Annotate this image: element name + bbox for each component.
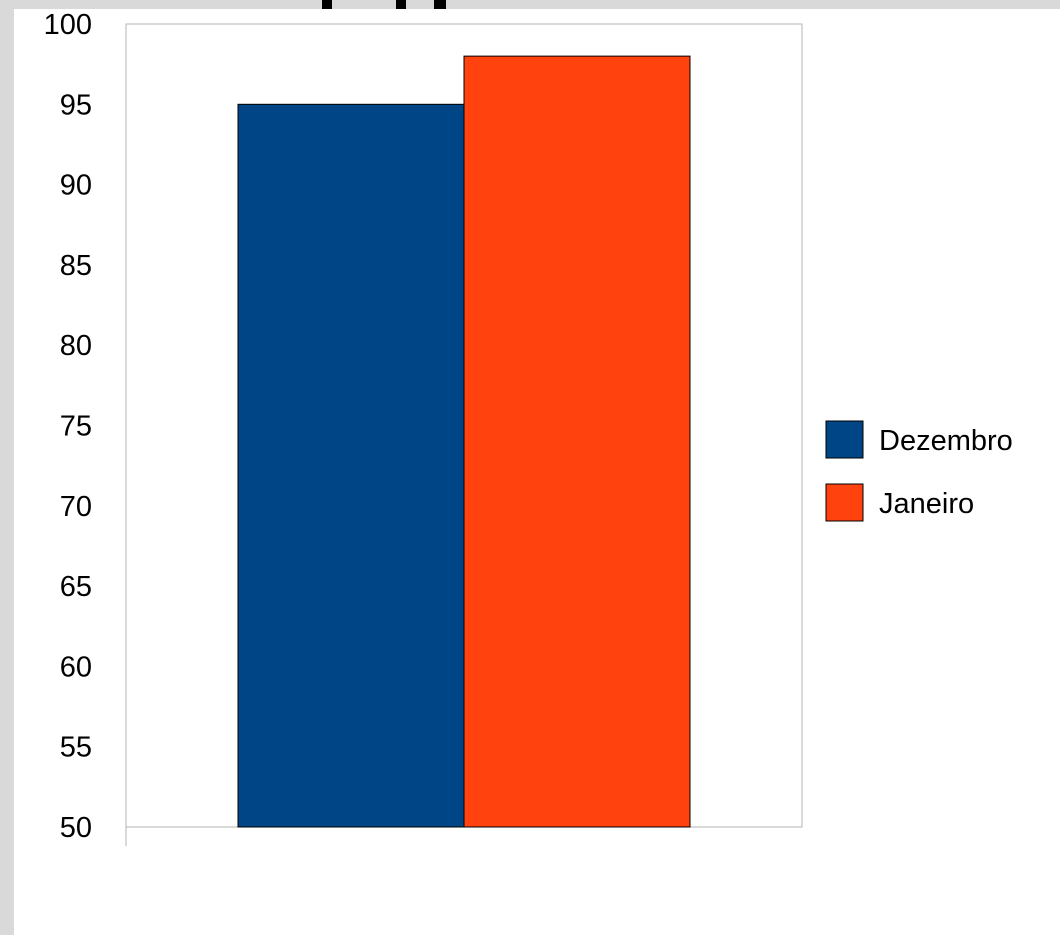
y-tick-label: 65 [60, 571, 92, 603]
y-tick-label: 75 [60, 411, 92, 443]
y-tick-label: 85 [60, 250, 92, 282]
y-tick-label: 95 [60, 89, 92, 121]
title-fragment [322, 0, 332, 9]
y-axis-ticks: 50 55 60 65 70 75 80 85 90 95 100 [44, 9, 92, 844]
bar-janeiro [463, 55, 691, 828]
y-tick-label: 100 [44, 9, 92, 41]
legend-label-janeiro: Janeiro [879, 488, 974, 520]
y-tick-label: 70 [60, 491, 92, 523]
title-fragment [396, 0, 406, 9]
legend-swatch-dezembro [825, 420, 864, 459]
title-fragment [434, 0, 446, 9]
bars [237, 55, 691, 828]
y-tick-label: 50 [60, 812, 92, 844]
legend-label-dezembro: Dezembro [879, 425, 1013, 457]
legend-swatch-janeiro [825, 483, 864, 522]
y-tick-label: 60 [60, 651, 92, 683]
bar-dezembro [237, 103, 465, 828]
y-tick-label: 80 [60, 330, 92, 362]
legend: Dezembro Janeiro [825, 420, 1013, 522]
y-tick-label: 55 [60, 732, 92, 764]
y-tick-label: 90 [60, 170, 92, 202]
